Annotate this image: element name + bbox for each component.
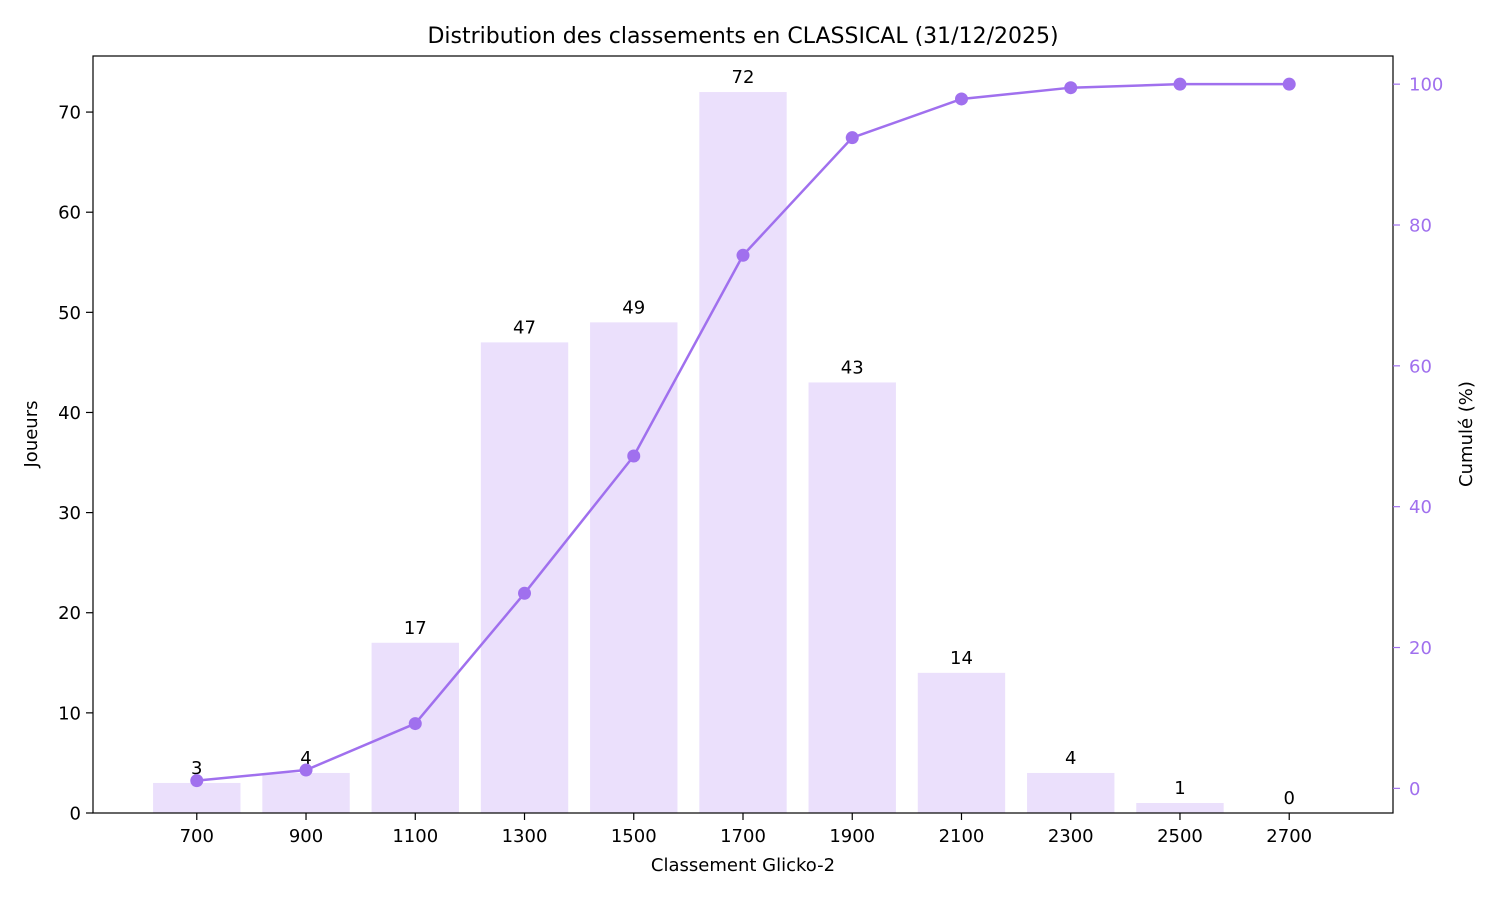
x-tick-label-2700: 2700 [1266,826,1312,847]
bar-value-label-1300: 47 [513,317,536,338]
bar-1300 [480,342,569,813]
x-tick-label-1700: 1700 [720,826,766,847]
x-axis-title: Classement Glicko-2 [651,855,835,876]
bar-value-label-2500: 1 [1174,778,1185,799]
bar-2100 [917,672,1006,813]
x-tick-label-2300: 2300 [1048,826,1094,847]
bar-value-label-2700: 0 [1283,788,1294,809]
x-tick-label-2500: 2500 [1157,826,1203,847]
cumulative-point-1500 [627,449,641,463]
bar-900 [262,772,350,813]
y-tick-label-40: 40 [58,403,81,424]
x-tick-label-2100: 2100 [939,826,985,847]
y2-tick-label-20: 20 [1409,638,1432,659]
x-tick-label-900: 900 [289,826,323,847]
x-tick-label-1500: 1500 [611,826,657,847]
chart-title: Distribution des classements en CLASSICA… [427,24,1058,49]
x-tick-label-700: 700 [180,826,214,847]
bar-value-label-1500: 49 [622,297,645,318]
y-axis-left: 0 10 20 30 40 50 60 70 [58,103,93,825]
y-tick-label-60: 60 [58,203,81,224]
y2-tick-label-40: 40 [1409,497,1432,518]
y2-tick-label-0: 0 [1409,779,1420,800]
cumulative-point-900 [299,763,313,777]
y2-tick-label-80: 80 [1409,216,1432,237]
y-tick-label-10: 10 [58,703,81,724]
x-tick-label-1900: 1900 [829,826,875,847]
bar-value-label-1700: 72 [732,67,755,88]
y-tick-label-70: 70 [58,103,81,124]
x-tick-label-1100: 1100 [392,826,438,847]
bar-1900 [808,382,896,813]
y-tick-label-20: 20 [58,603,81,624]
y-tick-label-50: 50 [58,303,81,324]
cumulative-point-2300 [1064,81,1078,95]
bar-700 [153,782,241,813]
bar-1700 [699,92,787,814]
bar-1500 [590,322,678,813]
cumulative-point-1100 [408,717,422,731]
cumulative-point-1300 [518,586,532,600]
y2-tick-label-100: 100 [1409,75,1443,96]
bar-value-label-1100: 17 [404,618,427,639]
cumulative-line-layer [190,77,1296,788]
bar-2500 [1136,802,1224,813]
cumulative-point-2100 [954,92,968,106]
bar-2300 [1027,772,1115,813]
y2-tick-label-60: 60 [1409,356,1432,377]
bar-value-label-1900: 43 [841,357,864,378]
bar-value-label-700: 3 [191,758,202,779]
bars-layer [153,92,1224,814]
y-tick-label-0: 0 [70,804,81,825]
y-axis-title: Joueurs [21,401,42,469]
bar-value-label-2100: 14 [950,648,973,669]
bar-value-label-900: 4 [300,748,311,769]
x-axis: 700 900 1100 1300 1500 1700 1900 2100 2300 2500 27… [180,813,1312,847]
bar-value-label-2300: 4 [1065,748,1076,769]
cumulative-point-1700 [736,248,750,262]
x-tick-label-1300: 1300 [502,826,548,847]
y2-axis-title: Cumulé (%) [1456,381,1477,487]
y-axis-right: 0 20 40 60 80 100 [1393,75,1443,800]
y-tick-label-30: 30 [58,503,81,524]
cumulative-point-2500 [1173,77,1187,91]
cumulative-point-700 [190,774,204,788]
cumulative-point-1900 [845,131,859,145]
bar-labels-layer: 3 4 17 47 49 72 43 14 4 1 0 [191,67,1295,809]
cumulative-point-2700 [1282,77,1296,91]
